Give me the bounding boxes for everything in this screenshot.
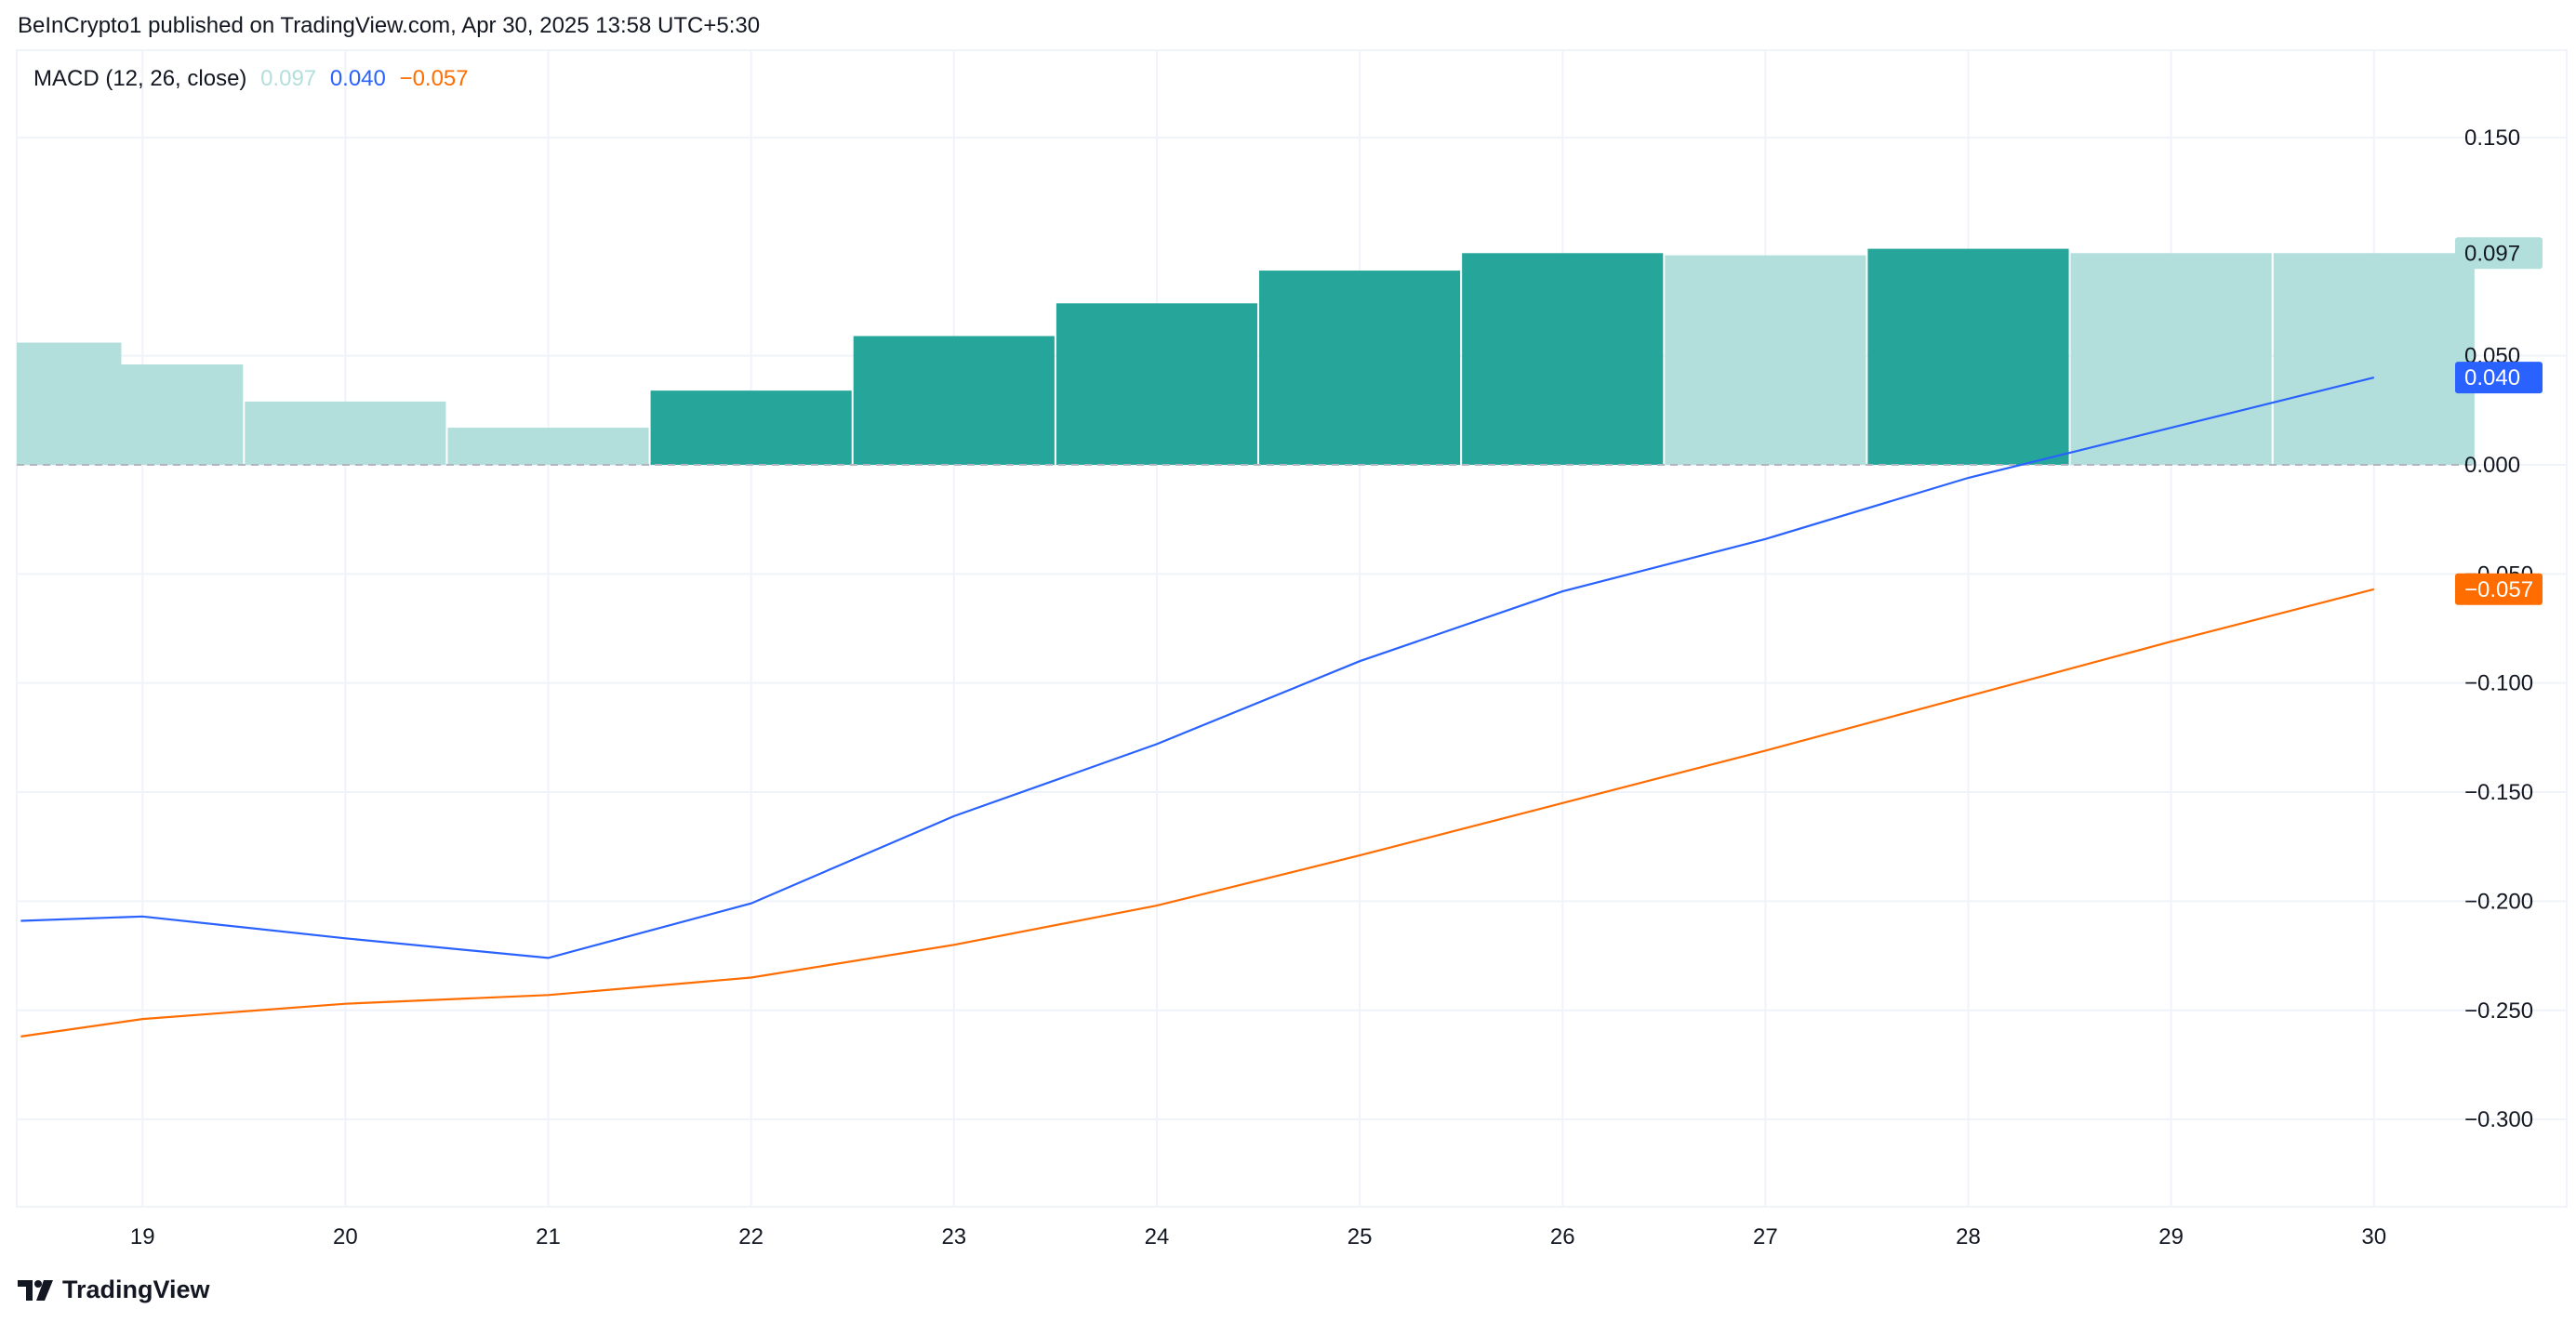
x-tick-label: 29 bbox=[2158, 1224, 2184, 1249]
macd-last-value-tag: 0.040 bbox=[2455, 362, 2543, 394]
signal-last-value-tag: −0.057 bbox=[2455, 573, 2543, 605]
x-tick-label: 26 bbox=[1550, 1224, 1575, 1249]
y-axis: 0.1500.0500.000−0.050−0.100−0.150−0.200−… bbox=[2464, 126, 2533, 1132]
histogram-bar bbox=[2273, 253, 2475, 465]
y-tick-label: 0.000 bbox=[2464, 453, 2520, 478]
y-tick-label: −0.100 bbox=[2464, 671, 2533, 696]
tradingview-brand[interactable]: TradingView bbox=[18, 1276, 210, 1304]
histogram-bar bbox=[447, 428, 649, 465]
x-tick-label: 21 bbox=[536, 1224, 561, 1249]
tag-label: −0.057 bbox=[2464, 577, 2533, 602]
y-tick-label: −0.300 bbox=[2464, 1107, 2533, 1132]
last-value-tags: 0.097 0.040 −0.057 bbox=[2455, 237, 2543, 605]
x-tick-label: 23 bbox=[941, 1224, 966, 1249]
signal-line bbox=[20, 588, 2375, 1038]
x-tick-label: 30 bbox=[2361, 1224, 2386, 1249]
x-tick-label: 28 bbox=[1956, 1224, 1981, 1249]
histogram-bar bbox=[1665, 255, 1866, 465]
tag-background bbox=[2455, 362, 2543, 394]
tradingview-logo-icon bbox=[18, 1279, 53, 1301]
plot-frame bbox=[16, 49, 2568, 1208]
y-tick-label: 0.150 bbox=[2464, 126, 2520, 151]
tag-label: 0.040 bbox=[2464, 365, 2520, 390]
legend-histogram-value: 0.097 bbox=[260, 66, 317, 91]
histogram-bar bbox=[2070, 253, 2272, 465]
y-tick-label: −0.250 bbox=[2464, 998, 2533, 1024]
x-axis: 19 20 21 22 23 24 25 26 27 28 29 30 bbox=[130, 1224, 2386, 1249]
series-lines bbox=[20, 377, 2375, 1038]
histogram-bar bbox=[1259, 271, 1461, 465]
tag-label: 0.097 bbox=[2464, 241, 2520, 266]
macd-line bbox=[20, 377, 2375, 959]
legend-macd-value: 0.040 bbox=[329, 66, 386, 91]
histogram-bar bbox=[1867, 248, 2069, 465]
histogram-bar bbox=[1056, 303, 1258, 465]
x-tick-label: 20 bbox=[333, 1224, 358, 1249]
x-tick-label: 22 bbox=[738, 1224, 764, 1249]
indicator-legend[interactable]: MACD (12, 26, close) 0.097 0.040 −0.057 bbox=[33, 66, 476, 92]
x-tick-label: 24 bbox=[1145, 1224, 1170, 1249]
legend-signal-value: −0.057 bbox=[399, 66, 469, 91]
grid-lines bbox=[16, 49, 2568, 1208]
histogram-bar bbox=[853, 336, 1055, 465]
histogram-bar bbox=[245, 401, 446, 465]
y-tick-label: −0.200 bbox=[2464, 889, 2533, 914]
histogram-bar bbox=[42, 364, 244, 465]
histogram-bar bbox=[1462, 253, 1664, 465]
x-tick-label: 25 bbox=[1348, 1224, 1373, 1249]
y-tick-label: −0.150 bbox=[2464, 780, 2533, 805]
brand-name: TradingView bbox=[62, 1276, 210, 1303]
histogram-bar bbox=[650, 390, 852, 465]
x-tick-label: 27 bbox=[1753, 1224, 1778, 1249]
x-tick-label: 19 bbox=[130, 1224, 155, 1249]
legend-title: MACD (12, 26, close) bbox=[33, 66, 247, 91]
tag-background bbox=[2455, 573, 2543, 605]
histogram-last-value-tag: 0.097 bbox=[2455, 237, 2543, 270]
tag-background bbox=[2455, 237, 2543, 270]
histogram-bars bbox=[17, 248, 2475, 465]
published-caption: BeInCrypto1 published on TradingView.com… bbox=[18, 13, 761, 38]
